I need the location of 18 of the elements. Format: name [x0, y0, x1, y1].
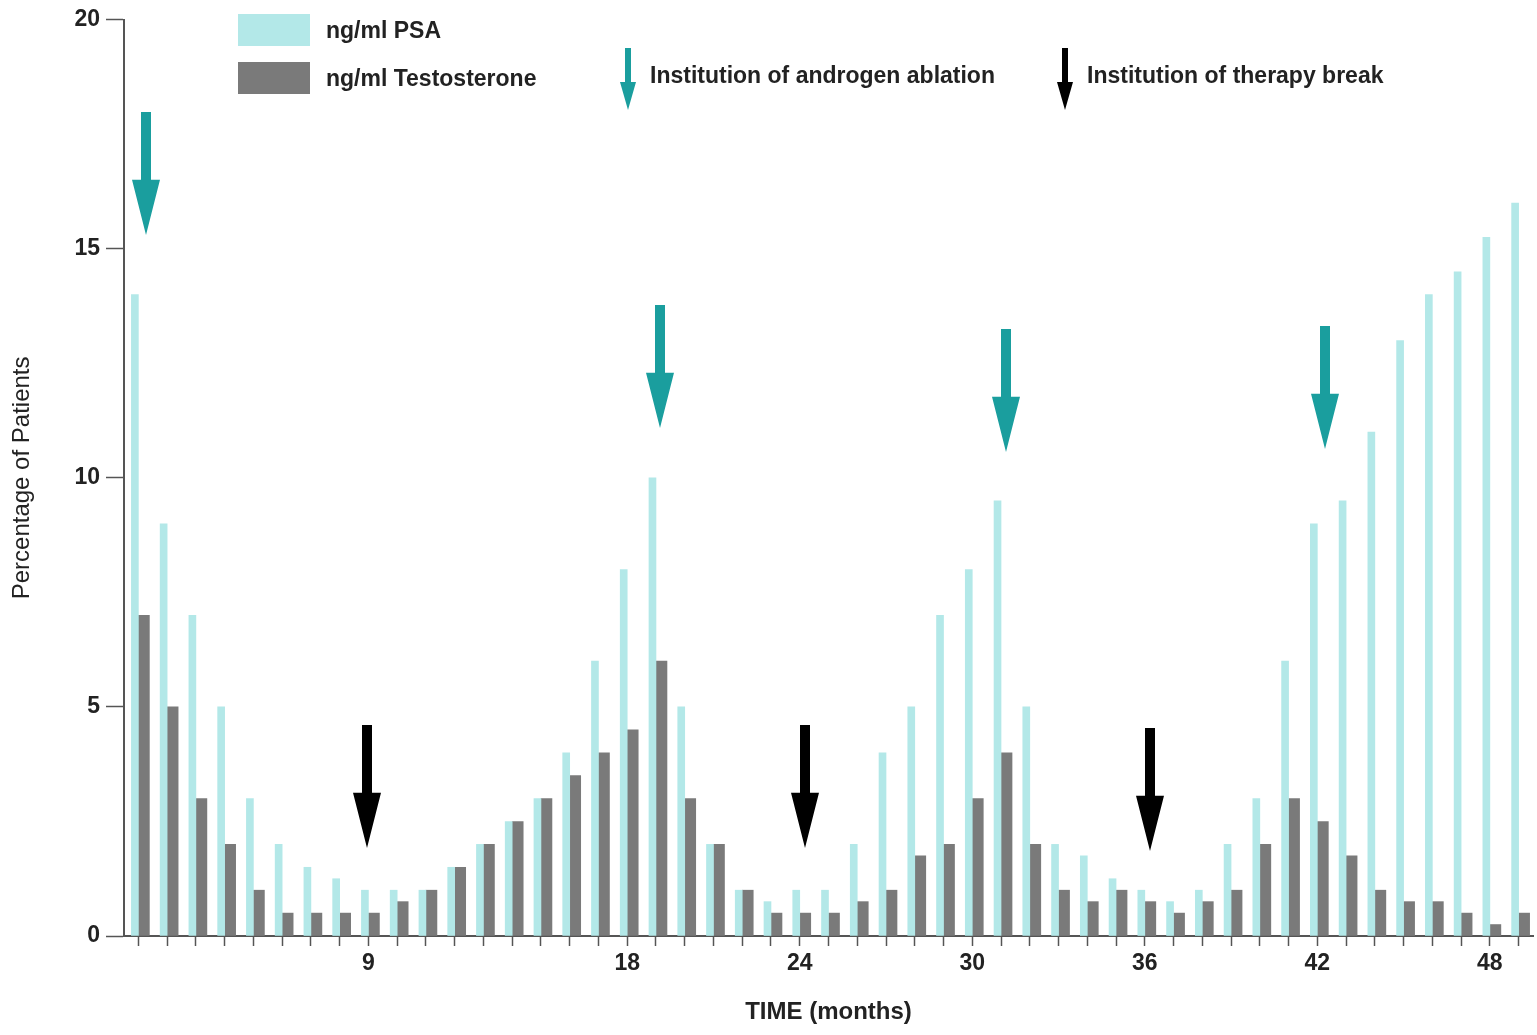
x-tick-label: 30: [959, 949, 986, 976]
x-tick-label: 24: [786, 949, 813, 976]
x-tick-label: 42: [1304, 949, 1331, 976]
x-tick-label: 18: [614, 949, 641, 976]
legend-label: ng/ml PSA: [326, 16, 442, 44]
x-tick-label: 9: [362, 949, 375, 976]
x-axis-title: TIME (months): [745, 997, 912, 1025]
legend-label: ng/ml Testosterone: [326, 64, 537, 92]
y-tick-label: 15: [74, 234, 101, 261]
annotation: Institution of androgen ablation: [650, 62, 995, 89]
x-tick-label: 36: [1132, 949, 1158, 976]
y-tick-label: 5: [87, 692, 101, 719]
y-tick-label: 20: [74, 5, 100, 32]
annotation: Institution of therapy break: [1087, 62, 1384, 89]
y-tick-label: 0: [87, 921, 100, 948]
y-tick-label: 10: [74, 463, 100, 490]
x-tick-label: 48: [1477, 949, 1503, 976]
y-axis-title: Percentage of Patients: [7, 356, 35, 600]
